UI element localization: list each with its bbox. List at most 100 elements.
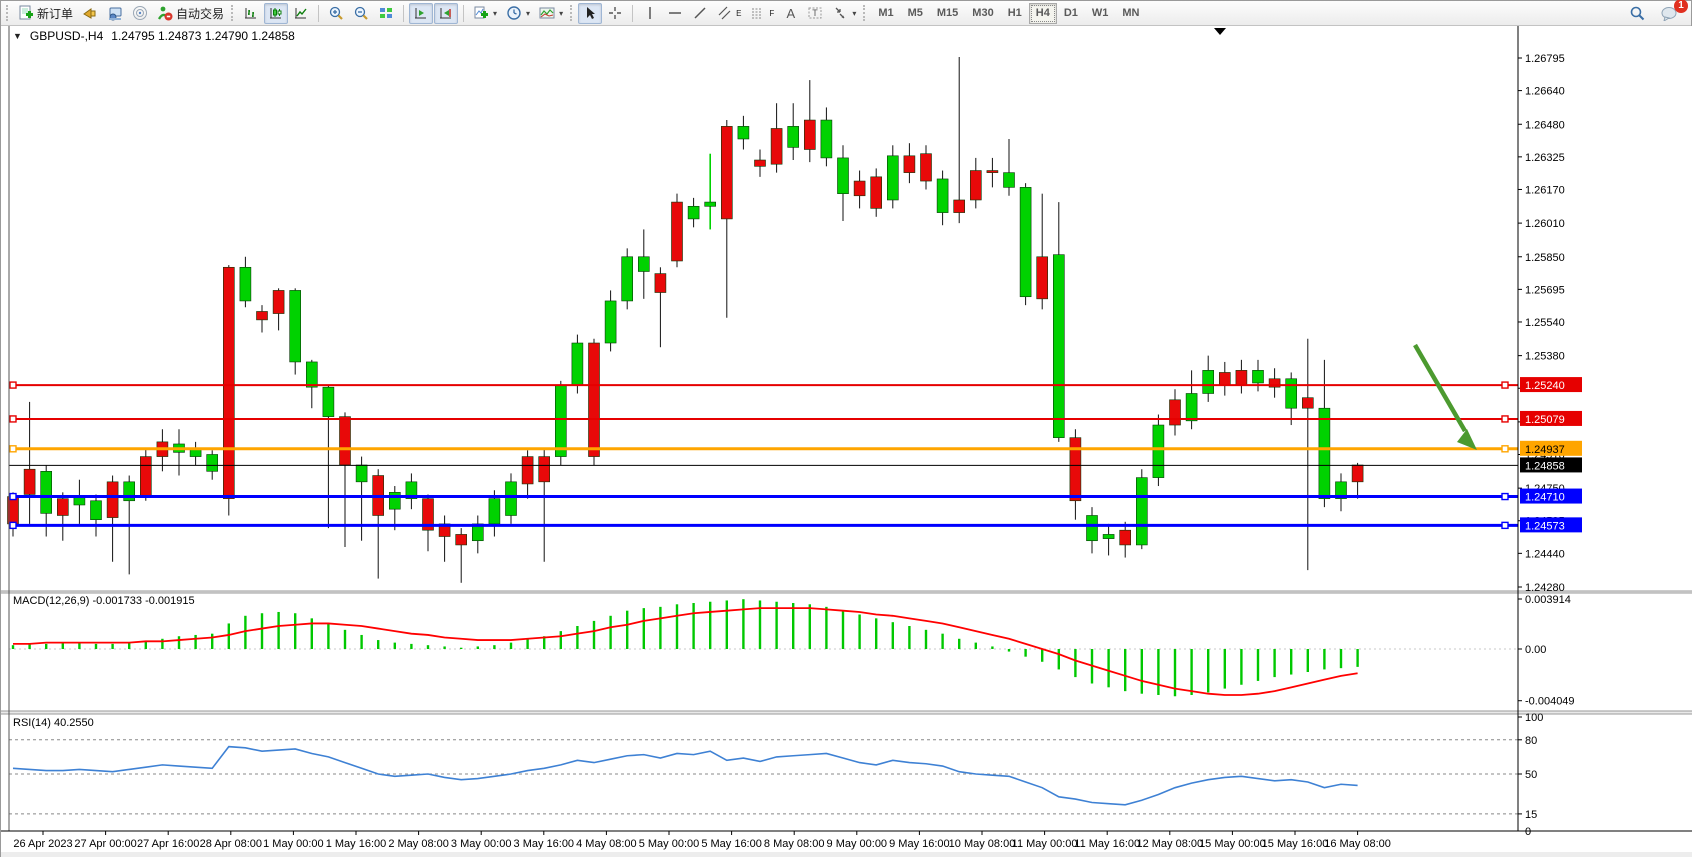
toolbar-grip[interactable] bbox=[570, 5, 574, 21]
candle bbox=[538, 456, 551, 483]
chart-menu-arrow-icon[interactable]: ▼ bbox=[13, 31, 22, 41]
line-handle[interactable] bbox=[9, 381, 17, 389]
candle bbox=[23, 468, 36, 495]
svg-text:12 May 08:00: 12 May 08:00 bbox=[1136, 838, 1203, 850]
line-handle[interactable] bbox=[9, 415, 17, 423]
line-handle[interactable] bbox=[1501, 492, 1509, 501]
fibonacci-tool-button[interactable]: F bbox=[746, 3, 778, 24]
line-handle[interactable] bbox=[9, 492, 17, 501]
svg-text:1 May 00:00: 1 May 00:00 bbox=[263, 838, 324, 850]
new-order-button[interactable]: 新订单 bbox=[14, 3, 77, 24]
annotation-arrow[interactable] bbox=[1413, 343, 1477, 450]
chat-bubble-icon bbox=[1661, 7, 1677, 21]
bar-chart-button[interactable] bbox=[239, 3, 263, 24]
candle bbox=[339, 416, 351, 466]
zoom-out-button[interactable] bbox=[349, 3, 373, 24]
line-handle[interactable] bbox=[1501, 445, 1509, 453]
channel-tool-button[interactable]: E bbox=[713, 3, 745, 24]
svg-text:5 May 16:00: 5 May 16:00 bbox=[701, 838, 762, 850]
panel-splitter[interactable] bbox=[1, 711, 1692, 714]
text-label-tool-button[interactable]: T bbox=[803, 3, 827, 24]
candle bbox=[1019, 187, 1032, 298]
candle bbox=[687, 205, 700, 220]
svg-text:9 May 00:00: 9 May 00:00 bbox=[827, 838, 888, 850]
svg-text:3 May 16:00: 3 May 16:00 bbox=[514, 838, 575, 850]
candles bbox=[7, 56, 1364, 583]
candle bbox=[720, 126, 733, 220]
candle bbox=[920, 153, 932, 182]
timeframe-d1-button[interactable]: D1 bbox=[1063, 7, 1078, 19]
horizontal-line-tool-button[interactable] bbox=[663, 3, 687, 24]
line-handle[interactable] bbox=[9, 521, 17, 530]
timeframe-mn-button[interactable]: MN bbox=[1122, 7, 1140, 19]
trendline-tool-button[interactable] bbox=[688, 3, 712, 24]
candlestick-chart-button[interactable] bbox=[264, 2, 289, 24]
timeframe-m15-button[interactable]: M15 bbox=[936, 7, 959, 19]
line-handle[interactable] bbox=[9, 445, 17, 453]
panel-splitter[interactable] bbox=[1, 591, 1692, 593]
timeframe-w1-button[interactable]: W1 bbox=[1091, 7, 1109, 19]
periods-button[interactable]: ▾ bbox=[502, 3, 534, 24]
price-badge-value: 1.24858 bbox=[1525, 460, 1565, 472]
timeframe-h1-button[interactable]: H1 bbox=[1007, 7, 1022, 19]
candle bbox=[588, 342, 600, 457]
candle bbox=[289, 290, 302, 363]
price-badge bbox=[1520, 440, 1582, 456]
add-indicator-button[interactable]: ▾ bbox=[469, 3, 501, 24]
candle bbox=[1152, 424, 1165, 478]
tile-windows-button[interactable] bbox=[374, 3, 398, 24]
timeframe-m5-button[interactable]: M5 bbox=[907, 7, 923, 19]
vertical-line-tool-button[interactable] bbox=[638, 3, 662, 24]
candle bbox=[1219, 372, 1231, 386]
auto-scroll-button[interactable] bbox=[409, 2, 434, 24]
timeframe-m1-button[interactable]: M1 bbox=[878, 7, 894, 19]
toolbar-grip[interactable] bbox=[863, 5, 867, 21]
terminal-button[interactable] bbox=[103, 3, 127, 24]
candle bbox=[1053, 254, 1065, 438]
horizontal-line-1.24573[interactable]: 1.24573 bbox=[9, 517, 1582, 533]
chart-title: ▼ GBPUSD-,H4 1.24795 1.24873 1.24790 1.2… bbox=[13, 29, 295, 43]
line-chart-button[interactable] bbox=[289, 3, 313, 24]
svg-text:10 May 08:00: 10 May 08:00 bbox=[949, 838, 1016, 850]
timeframe-m30-button[interactable]: M30 bbox=[972, 7, 994, 19]
toolbar-grip[interactable] bbox=[6, 5, 10, 21]
new-order-label: 新订单 bbox=[37, 6, 74, 21]
tile-windows-icon bbox=[380, 8, 393, 18]
templates-button[interactable]: ▾ bbox=[535, 3, 567, 24]
svg-text:1.25380: 1.25380 bbox=[1525, 351, 1565, 363]
horizontal-line-1.24937[interactable]: 1.24937 bbox=[9, 440, 1582, 456]
macd-histogram bbox=[11, 599, 1359, 697]
candle bbox=[886, 155, 899, 201]
line-handle[interactable] bbox=[1501, 521, 1509, 530]
arrows-tool-button[interactable]: ▾ bbox=[828, 3, 860, 24]
cursor-button[interactable] bbox=[578, 2, 603, 24]
zoom-in-button[interactable] bbox=[324, 3, 348, 24]
timeframe-group: M1 M5 M15 M30 H1 H4 D1 W1 MN bbox=[871, 2, 1146, 24]
horizontal-line-1.24710[interactable]: 1.24710 bbox=[9, 488, 1582, 504]
notifications-button[interactable]: 1 bbox=[1656, 0, 1688, 24]
auto-scroll-icon bbox=[415, 8, 427, 19]
candle bbox=[1335, 481, 1347, 499]
search-button[interactable] bbox=[1625, 3, 1650, 24]
timeframe-h4-button[interactable]: H4 bbox=[1028, 2, 1057, 24]
autotrading-button[interactable]: 自动交易 bbox=[153, 3, 228, 24]
equidistant-channel-icon bbox=[718, 6, 731, 20]
candle bbox=[488, 498, 501, 525]
candle bbox=[1169, 399, 1181, 426]
market-watch-button[interactable] bbox=[78, 3, 102, 24]
svg-text:T: T bbox=[813, 8, 819, 18]
crosshair-button[interactable] bbox=[603, 3, 627, 24]
text-tool-button[interactable]: A bbox=[779, 3, 802, 24]
signals-button[interactable] bbox=[128, 3, 152, 24]
horizontal-line-1.25079[interactable]: 1.25079 bbox=[9, 410, 1582, 426]
chart-shift-button[interactable] bbox=[434, 2, 459, 24]
line-handle[interactable] bbox=[1501, 381, 1509, 389]
line-handle[interactable] bbox=[1501, 415, 1509, 423]
toolbar-grip[interactable] bbox=[231, 5, 235, 21]
main-chart-canvas[interactable]: 1.26795 1.26640 1.26480 1.26325 1.26170 1.260… bbox=[1, 26, 1692, 857]
crosshair-icon bbox=[609, 7, 622, 19]
current-price-line[interactable]: 1.24858 bbox=[9, 457, 1582, 473]
svg-text:-0.004049: -0.004049 bbox=[1525, 696, 1575, 708]
horizontal-line-1.25240[interactable]: 1.25240 bbox=[9, 377, 1582, 393]
svg-text:0.00: 0.00 bbox=[1525, 644, 1546, 656]
